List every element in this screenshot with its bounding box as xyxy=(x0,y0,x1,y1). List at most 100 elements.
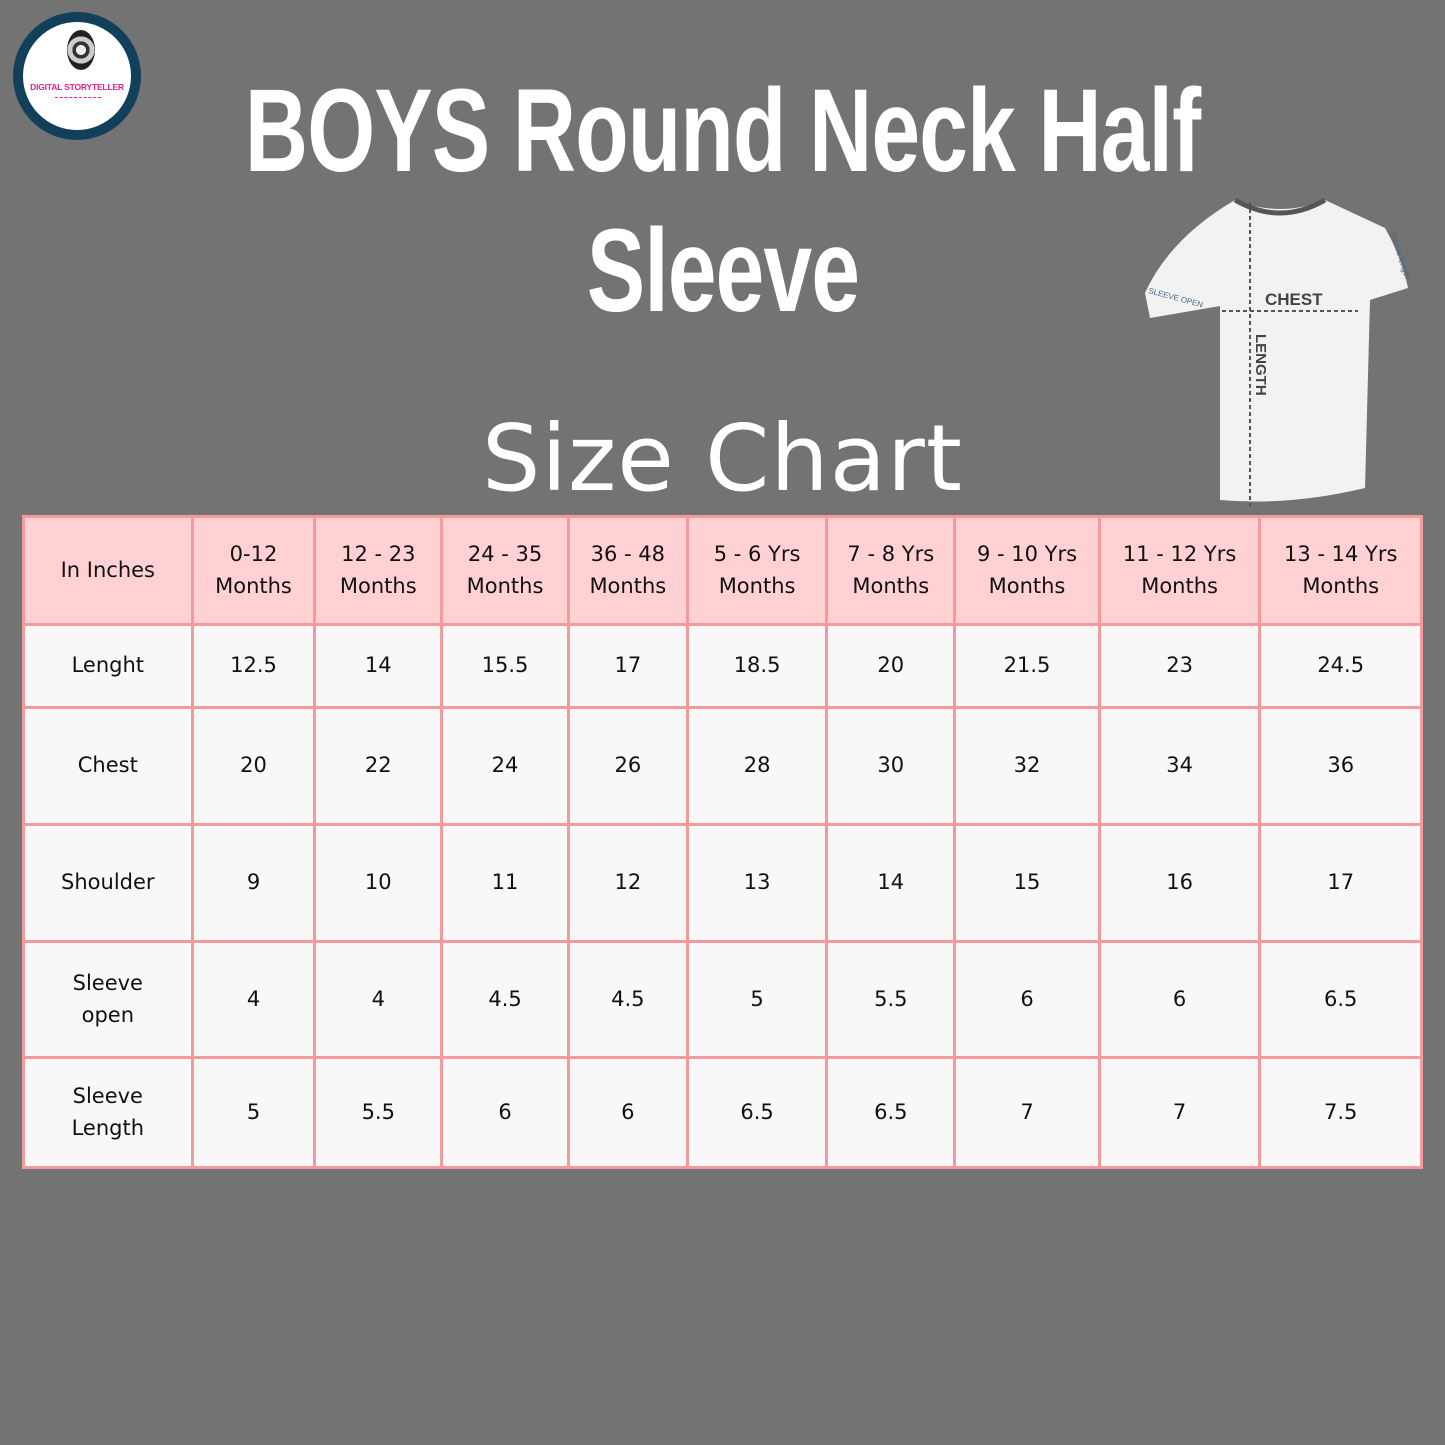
cell-text: 7 - 8 Yrs xyxy=(847,542,935,566)
measurement-cell: 6 xyxy=(1097,940,1262,1059)
logo-text: DIGITAL STORYTELLER xyxy=(30,82,124,92)
measurement-cell: 12 xyxy=(566,823,689,943)
measurement-cell: 30 xyxy=(825,706,957,826)
cell-text: 11 - 12 Yrs xyxy=(1122,542,1237,566)
cell-text: 36 - 48 xyxy=(590,542,666,566)
size-chart-table: In Inches 0-12 Months 12 - 23 Months 24 - 35 M… xyxy=(22,515,1423,1169)
tshirt-collar xyxy=(1233,197,1327,216)
measurement-cell: 32 xyxy=(953,706,1101,826)
size-column-header: 24 - 35 Months xyxy=(440,515,570,626)
cell-text: Lenght xyxy=(71,653,145,678)
subtitle: Size Chart xyxy=(482,405,963,512)
table-row: Chest 20 22 24 26 28 30 32 34 36 xyxy=(22,706,1423,826)
size-column-header: 5 - 6 Yrs Months xyxy=(685,515,829,626)
measurement-cell: 26 xyxy=(566,706,689,826)
size-column-header: 9 - 10 Yrs Months xyxy=(953,515,1101,626)
measurement-cell: 20 xyxy=(825,623,957,709)
table-row: Sleeve open 4 4 4.5 4.5 5 5.5 6 6 6.5 xyxy=(22,940,1423,1059)
title-line-1: BOYS Round Neck Half xyxy=(244,65,1201,197)
size-column-header: 13 - 14 Yrs Months xyxy=(1258,515,1423,626)
measurement-cell: 4 xyxy=(190,940,317,1059)
cell-text: Shoulder xyxy=(61,870,155,895)
cell-text: Months xyxy=(718,573,796,598)
unit-header: In Inches xyxy=(22,515,194,626)
measurement-cell: 6.5 xyxy=(825,1056,957,1169)
cell-text: 12 - 23 xyxy=(341,542,416,566)
tshirt-measurement-diagram: CHEST LENGTH SLEEVE OPEN Sleeve length xyxy=(1145,197,1412,506)
header-row: In Inches 0-12 Months 12 - 23 Months 24 - 35 M… xyxy=(22,515,1423,626)
cell-text: Months xyxy=(589,573,667,598)
chest-label: CHEST xyxy=(1265,290,1323,309)
measurement-cell: 12.5 xyxy=(190,623,317,709)
row-label: Sleeve Length xyxy=(22,1056,194,1169)
measurement-cell: 10 xyxy=(313,823,444,943)
logo-inner: DIGITAL STORYTELLER xyxy=(23,22,131,130)
row-label: Lenght xyxy=(22,623,194,709)
measurement-cell: 15.5 xyxy=(440,623,570,709)
measurement-cell: 4.5 xyxy=(566,940,689,1059)
measurement-cell: 4.5 xyxy=(440,940,570,1059)
measurement-cell: 17 xyxy=(566,623,689,709)
size-column-header: 0-12 Months xyxy=(190,515,317,626)
measurement-cell: 15 xyxy=(953,823,1101,943)
row-label: Sleeve open xyxy=(22,940,194,1059)
table-row: Shoulder 9 10 11 12 13 14 15 16 17 xyxy=(22,823,1423,943)
measurement-cell: 4 xyxy=(313,940,444,1059)
size-column-header: 12 - 23 Months xyxy=(313,515,444,626)
measurement-cell: 34 xyxy=(1097,706,1262,826)
measurement-cell: 16 xyxy=(1097,823,1262,943)
title-line-2: Sleeve xyxy=(586,205,859,337)
measurement-cell: 7 xyxy=(953,1056,1101,1169)
measurement-cell: 6 xyxy=(566,1056,689,1169)
cell-text: Months xyxy=(1302,573,1380,598)
tshirt-shape xyxy=(1145,200,1408,502)
measurement-cell: 17 xyxy=(1258,823,1423,943)
measurement-cell: 9 xyxy=(190,823,317,943)
cell-text: 13 - 14 Yrs xyxy=(1283,542,1398,566)
measurement-cell: 22 xyxy=(313,706,444,826)
measurement-cell: 14 xyxy=(825,823,957,943)
size-column-header: 36 - 48 Months xyxy=(566,515,689,626)
measurement-cell: 6 xyxy=(440,1056,570,1169)
brand-logo: DIGITAL STORYTELLER xyxy=(13,12,141,140)
measurement-cell: 6 xyxy=(953,940,1101,1059)
cell-text: 9 - 10 Yrs xyxy=(976,542,1078,566)
measurement-cell: 24.5 xyxy=(1258,623,1423,709)
film-reel-icon xyxy=(67,30,95,70)
measurement-cell: 11 xyxy=(440,823,570,943)
table-row: Lenght 12.5 14 15.5 17 18.5 20 21.5 23 24.5 xyxy=(22,623,1423,709)
measurement-cell: 6.5 xyxy=(1258,940,1423,1059)
cell-text: Sleeve xyxy=(72,1084,143,1108)
cell-text: Months xyxy=(215,573,292,598)
measurement-cell: 20 xyxy=(190,706,317,826)
measurement-cell: 14 xyxy=(313,623,444,709)
measurement-cell: 23 xyxy=(1097,623,1262,709)
cell-text: Sleeve xyxy=(72,971,143,995)
cell-text: open xyxy=(81,1002,135,1027)
cell-text: In Inches xyxy=(60,557,155,582)
cell-text: 5 - 6 Yrs xyxy=(713,542,801,566)
cell-text: Months xyxy=(988,573,1066,598)
measurement-cell: 6.5 xyxy=(685,1056,829,1169)
cell-text: Months xyxy=(852,573,930,598)
length-label: LENGTH xyxy=(1252,334,1269,396)
row-label: Chest xyxy=(22,706,194,826)
cell-text: Months xyxy=(339,573,417,598)
measurement-cell: 24 xyxy=(440,706,570,826)
size-column-header: 7 - 8 Yrs Months xyxy=(825,515,957,626)
measurement-cell: 18.5 xyxy=(685,623,829,709)
row-label: Shoulder xyxy=(22,823,194,943)
measurement-cell: 7.5 xyxy=(1258,1056,1423,1169)
cell-text: Months xyxy=(466,573,544,598)
measurement-cell: 21.5 xyxy=(953,623,1101,709)
cell-text: 0-12 xyxy=(229,542,278,566)
measurement-cell: 13 xyxy=(685,823,829,943)
measurement-cell: 28 xyxy=(685,706,829,826)
cell-text: Months xyxy=(1141,573,1218,598)
measurement-cell: 5 xyxy=(685,940,829,1059)
measurement-cell: 7 xyxy=(1097,1056,1262,1169)
measurement-cell: 5 xyxy=(190,1056,317,1169)
measurement-cell: 36 xyxy=(1258,706,1423,826)
logo-underline xyxy=(55,97,101,98)
measurement-cell: 5.5 xyxy=(313,1056,444,1169)
